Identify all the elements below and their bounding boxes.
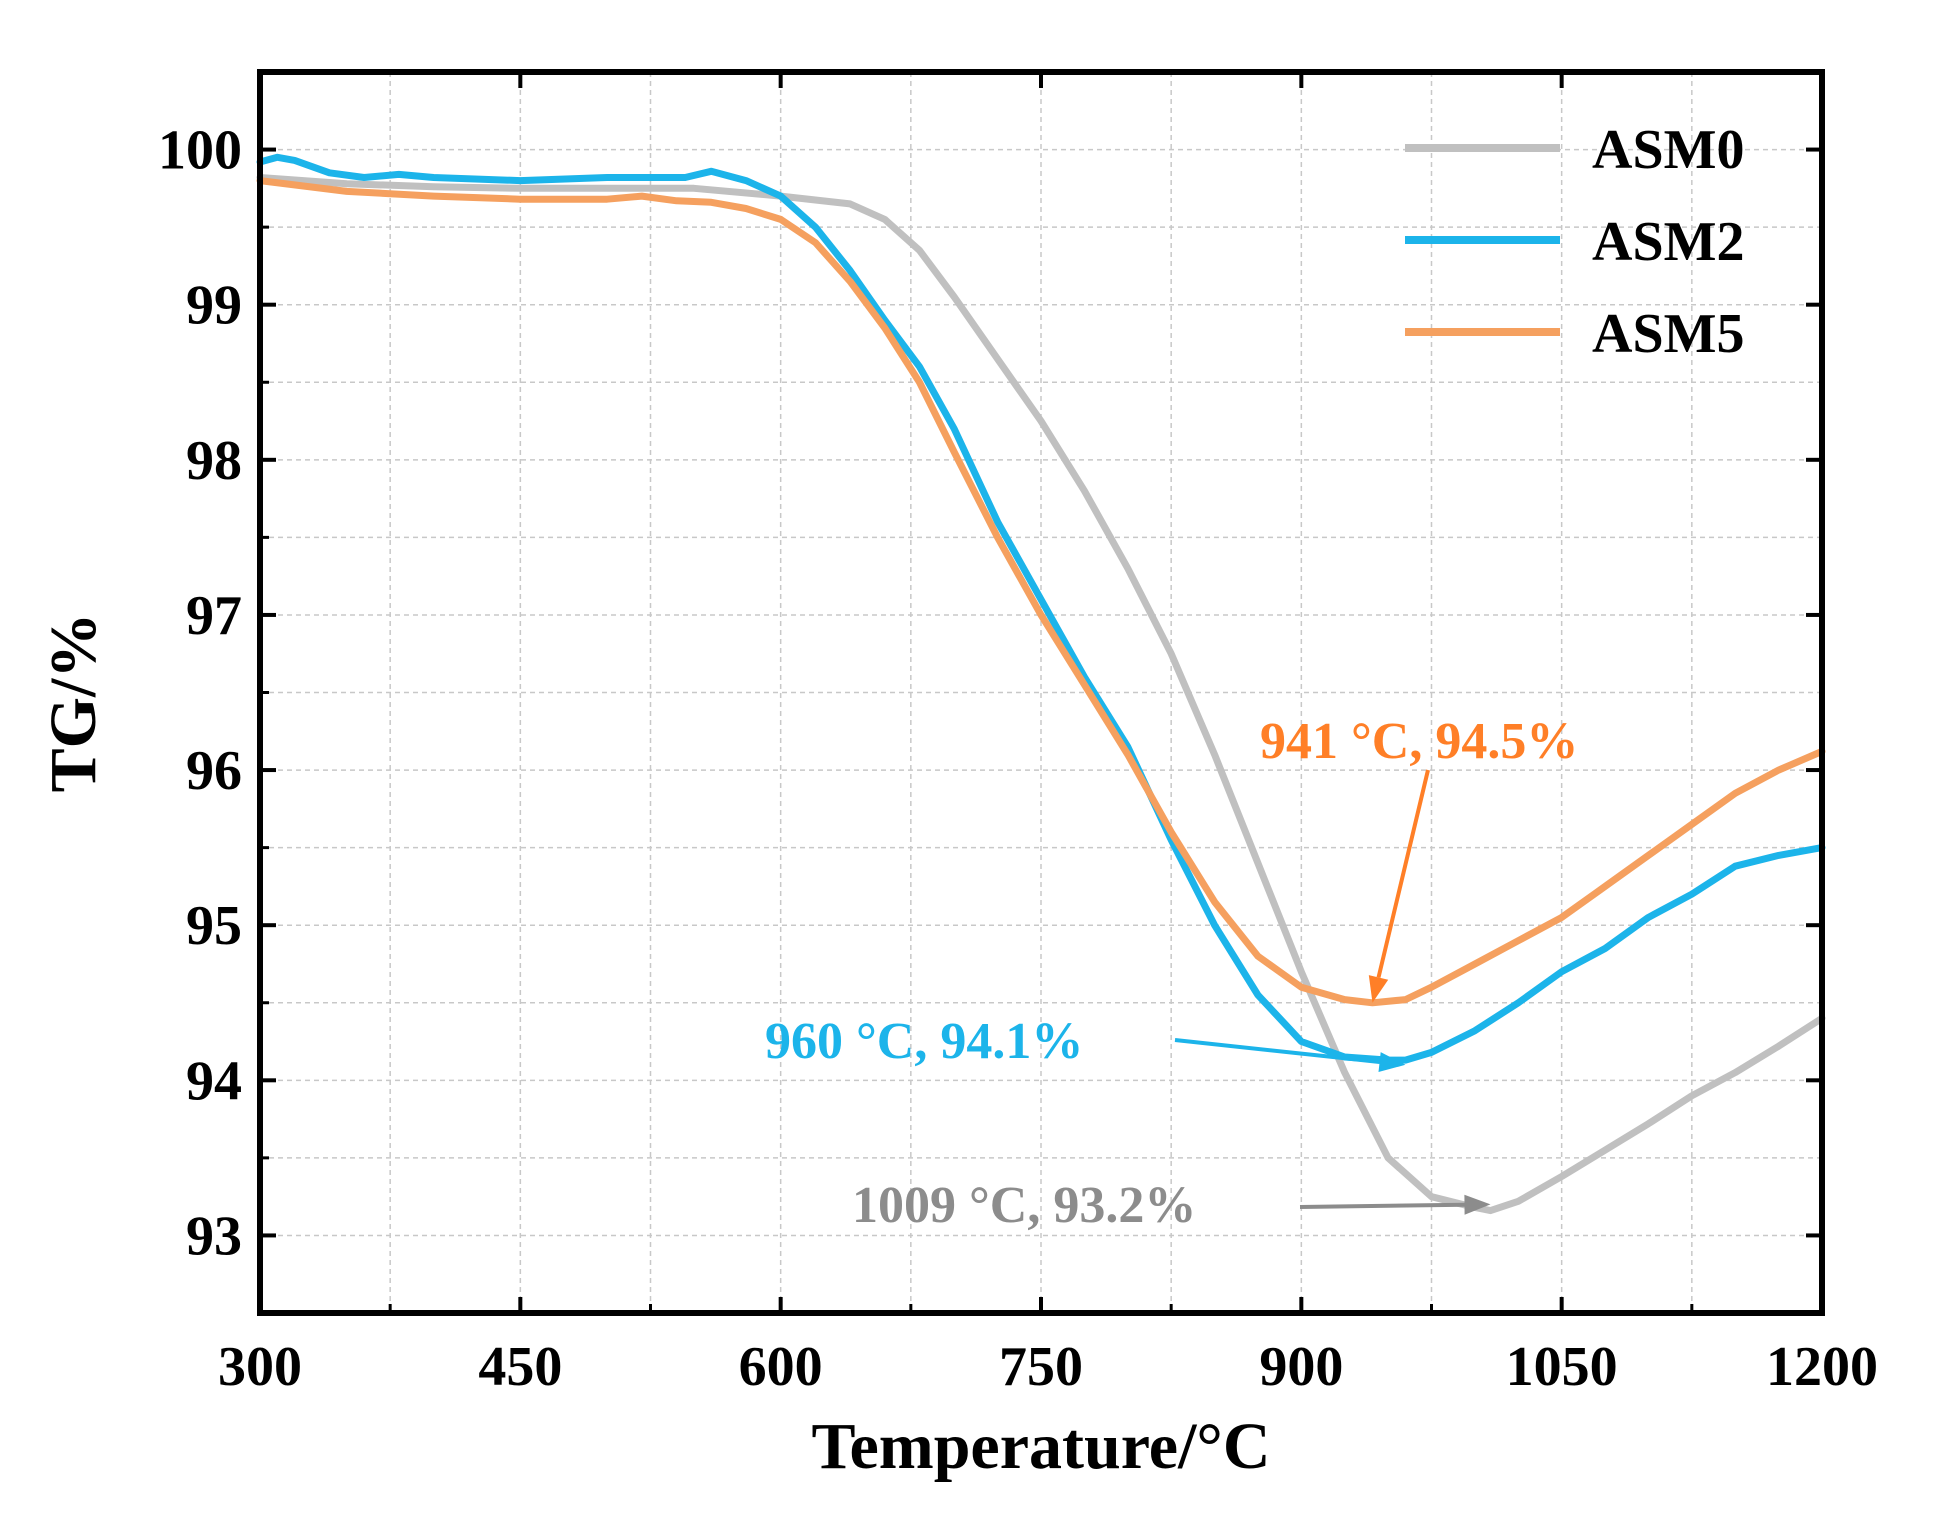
series-line-asm2	[256, 153, 1826, 1064]
y-tick-label: 95	[186, 895, 242, 957]
y-tick-label: 96	[186, 740, 242, 802]
legend-label-asm0: ASM0	[1592, 119, 1744, 181]
x-axis-title: Temperature/°C	[811, 1410, 1270, 1483]
annotation-arrowhead	[1368, 975, 1389, 1003]
annotation-arrowhead	[1378, 1052, 1406, 1072]
y-axis-title: TG/%	[37, 613, 110, 793]
y-tick-label: 94	[186, 1050, 242, 1112]
series-line-asm5	[256, 177, 1826, 1007]
y-tick-label: 97	[186, 585, 242, 647]
annotation-label: 1009 °C, 93.2%	[852, 1177, 1196, 1234]
x-tick-label: 900	[1259, 1336, 1343, 1398]
x-tick-label: 1200	[1766, 1336, 1878, 1398]
y-tick-label: 98	[186, 430, 242, 492]
legend-label-asm2: ASM2	[1592, 211, 1744, 273]
annotation-label: 960 °C, 94.1%	[765, 1013, 1083, 1070]
series-line-asm0	[256, 174, 1826, 1215]
x-tick-label: 750	[999, 1336, 1083, 1398]
legend-label-asm5: ASM5	[1592, 303, 1744, 365]
annotation-label: 941 °C, 94.5%	[1260, 713, 1578, 770]
y-tick-label: 93	[186, 1205, 242, 1267]
annotation-arrowhead	[1464, 1194, 1491, 1215]
x-tick-label: 450	[478, 1336, 562, 1398]
annotation-arrow	[1376, 769, 1430, 978]
annotation-arrow	[1299, 1202, 1465, 1209]
series-lines	[256, 153, 1826, 1215]
y-tick-label: 99	[186, 275, 242, 337]
legend: ASM0 ASM2 ASM5	[1405, 119, 1744, 365]
axes: 300 450 600 750 900 1050 1200 93 94 95 96 97 98 99 100	[158, 70, 1878, 1398]
y-tick-label: 100	[158, 120, 242, 182]
annotation-arrow	[1174, 1038, 1380, 1065]
x-tick-label: 600	[739, 1336, 823, 1398]
annotations: 941 °C, 94.5% 960 °C, 94.1% 1009 °C, 93.2%	[765, 713, 1578, 1234]
x-tick-label: 300	[218, 1336, 302, 1398]
grid	[259, 71, 1823, 1314]
x-tick-label: 1050	[1506, 1336, 1618, 1398]
